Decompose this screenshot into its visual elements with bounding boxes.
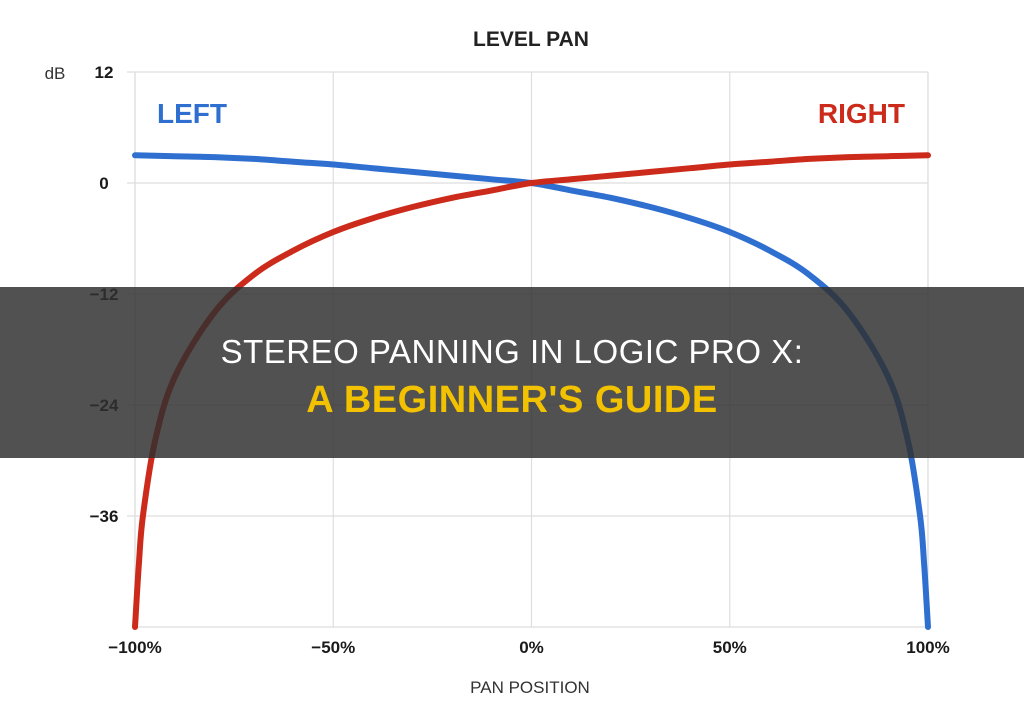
y-tick-label: 12 — [95, 63, 114, 82]
series-label-left: LEFT — [157, 98, 227, 129]
x-axis-label: PAN POSITION — [470, 678, 590, 697]
x-tick-label: 100% — [906, 638, 949, 657]
banner-title-line-1: STEREO PANNING IN LOGIC PRO X: — [220, 333, 804, 370]
chart-title: LEVEL PAN — [473, 28, 589, 51]
y-tick-label: 0 — [99, 174, 108, 193]
y-tick-label: −36 — [90, 507, 119, 526]
series-labels: LEFT RIGHT — [157, 98, 905, 129]
title-banner: STEREO PANNING IN LOGIC PRO X: A BEGINNE… — [0, 287, 1024, 458]
banner-title-line-2: A BEGINNER'S GUIDE — [306, 379, 718, 421]
x-tick-label: −50% — [311, 638, 355, 657]
y-axis-label: dB — [45, 64, 66, 83]
x-tick-label: −100% — [108, 638, 161, 657]
x-tick-label: 0% — [519, 638, 544, 657]
series-label-right: RIGHT — [818, 98, 905, 129]
x-tick-label: 50% — [713, 638, 747, 657]
